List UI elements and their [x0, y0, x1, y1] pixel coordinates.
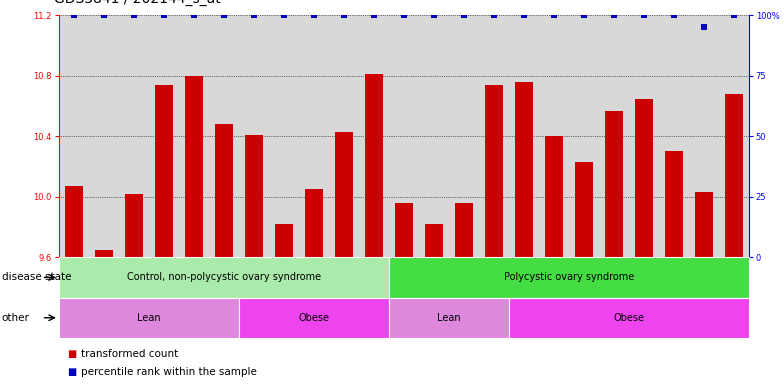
Point — [217, 12, 230, 18]
Bar — [65, 186, 83, 257]
Text: transformed count: transformed count — [81, 349, 178, 359]
Point — [608, 12, 620, 18]
Bar — [545, 136, 563, 257]
Bar — [274, 224, 292, 257]
Bar — [425, 224, 443, 257]
Point — [248, 12, 260, 18]
Point — [337, 12, 350, 18]
Point — [187, 12, 200, 18]
Bar — [724, 94, 742, 257]
Point — [427, 12, 440, 18]
Bar — [485, 85, 503, 257]
Text: ■: ■ — [67, 349, 76, 359]
Bar — [365, 74, 383, 257]
Bar — [95, 250, 113, 257]
Point — [667, 12, 680, 18]
Text: disease state: disease state — [2, 272, 71, 283]
Bar — [215, 124, 233, 257]
Point — [67, 12, 80, 18]
Point — [698, 25, 710, 31]
Bar — [604, 111, 622, 257]
Point — [307, 12, 320, 18]
Bar — [575, 162, 593, 257]
Bar — [125, 194, 143, 257]
Bar — [389, 257, 749, 298]
Text: Obese: Obese — [613, 313, 644, 323]
Point — [578, 12, 590, 18]
Bar — [635, 99, 653, 257]
Bar — [154, 85, 172, 257]
Bar — [389, 298, 509, 338]
Point — [547, 12, 560, 18]
Point — [728, 12, 740, 18]
Point — [397, 12, 410, 18]
Point — [637, 12, 650, 18]
Bar — [305, 189, 323, 257]
Text: Obese: Obese — [298, 313, 329, 323]
Bar — [695, 192, 713, 257]
Text: ■: ■ — [67, 367, 76, 377]
Bar — [395, 203, 412, 257]
Point — [488, 12, 500, 18]
Text: Lean: Lean — [137, 313, 161, 323]
Point — [278, 12, 290, 18]
Text: Control, non-polycystic ovary syndrome: Control, non-polycystic ovary syndrome — [127, 272, 321, 283]
Bar — [509, 298, 749, 338]
Bar — [185, 76, 203, 257]
Bar — [59, 257, 389, 298]
Text: other: other — [2, 313, 30, 323]
Point — [368, 12, 380, 18]
Bar — [245, 135, 263, 257]
Bar — [665, 151, 683, 257]
Text: GDS3841 / 202144_s_at: GDS3841 / 202144_s_at — [54, 0, 220, 6]
Point — [517, 12, 530, 18]
Point — [458, 12, 470, 18]
Bar — [239, 298, 389, 338]
Point — [158, 12, 170, 18]
Text: Lean: Lean — [437, 313, 460, 323]
Bar — [59, 298, 239, 338]
Point — [128, 12, 140, 18]
Bar — [335, 132, 353, 257]
Bar — [455, 203, 473, 257]
Point — [97, 12, 110, 18]
Text: percentile rank within the sample: percentile rank within the sample — [81, 367, 256, 377]
Text: Polycystic ovary syndrome: Polycystic ovary syndrome — [503, 272, 634, 283]
Bar — [515, 82, 533, 257]
